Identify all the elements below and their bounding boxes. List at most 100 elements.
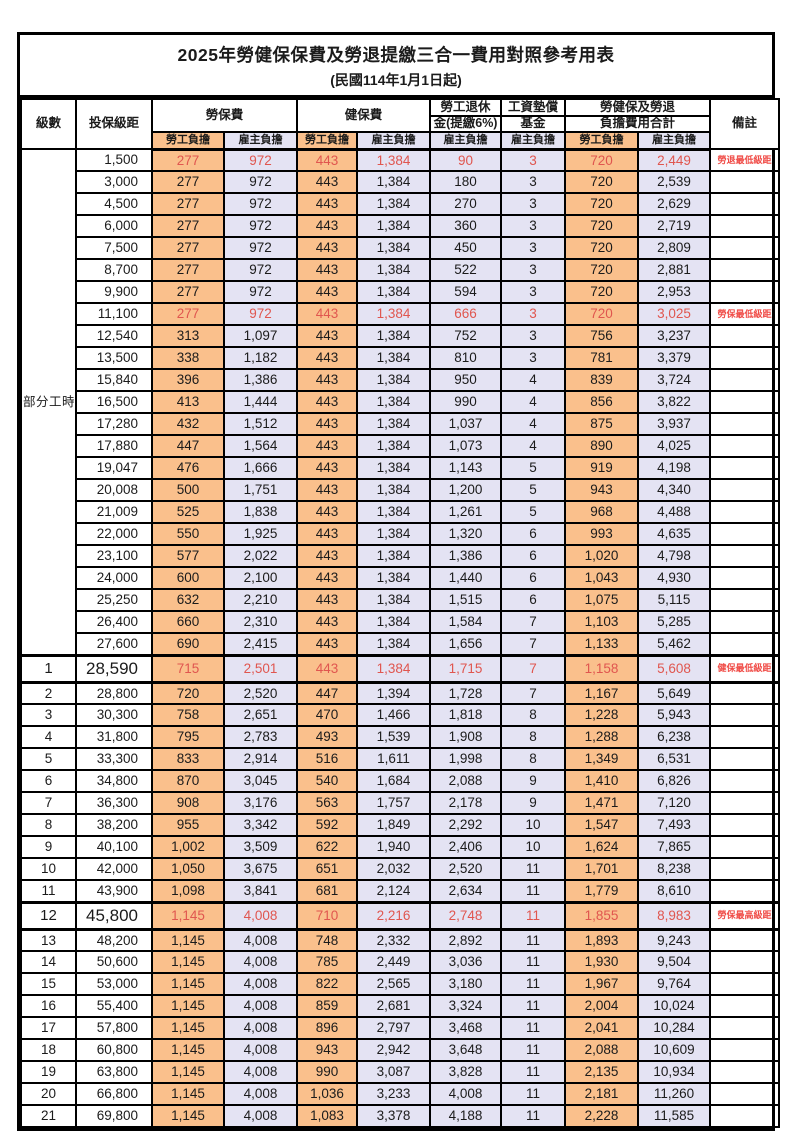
cell-value: 810 bbox=[429, 346, 503, 370]
cell-note bbox=[709, 835, 781, 859]
cell-value: 6,531 bbox=[637, 747, 712, 771]
cell-value: 1,384 bbox=[356, 632, 432, 656]
cell-value: 4,008 bbox=[222, 1016, 299, 1040]
cell-value: 277 bbox=[151, 236, 225, 260]
cell-value: 833 bbox=[151, 747, 225, 771]
cell-value: 1,684 bbox=[356, 769, 432, 793]
cell-value: 990 bbox=[296, 1060, 359, 1084]
cell-value: 8,238 bbox=[637, 857, 712, 881]
cell-value: 993 bbox=[564, 522, 640, 546]
table-row: 部分工時 1,500 277 972 443 1,384 90 3 720 2,449 勞退最低級距 bbox=[20, 148, 781, 656]
table-row: 5 33,300 833 2,914 516 1,611 1,998 8 1,349 6,531 bbox=[20, 747, 781, 771]
cell-value: 1,228 bbox=[564, 703, 640, 727]
cell-value: 277 bbox=[151, 214, 225, 238]
table-row: 4 31,800 795 2,783 493 1,539 1,908 8 1,288 6,238 bbox=[20, 725, 781, 749]
cell-value: 1,384 bbox=[356, 302, 432, 326]
cell-value: 3 bbox=[500, 214, 567, 238]
cell-level: 19 bbox=[20, 1060, 77, 1084]
cell-value: 1,893 bbox=[564, 928, 640, 952]
cell-bracket: 16,500 bbox=[75, 390, 153, 414]
cell-value: 2,415 bbox=[222, 632, 299, 656]
cell-level: 12 bbox=[20, 900, 77, 931]
cell-value: 1,930 bbox=[564, 950, 640, 974]
cell-note bbox=[709, 192, 781, 216]
cell-value: 1,967 bbox=[564, 972, 640, 996]
cell-value: 4,008 bbox=[222, 900, 299, 931]
cell-value: 3,822 bbox=[637, 390, 712, 414]
cell-value: 3,509 bbox=[222, 835, 299, 859]
cell-value: 11 bbox=[500, 1104, 567, 1128]
cell-bracket: 6,000 bbox=[75, 214, 153, 238]
cell-value: 968 bbox=[564, 500, 640, 524]
cell-value: 1,037 bbox=[429, 412, 503, 436]
cell-level: 21 bbox=[20, 1104, 77, 1128]
cell-value: 4 bbox=[500, 412, 567, 436]
cell-value: 660 bbox=[151, 610, 225, 634]
cell-value: 6,826 bbox=[637, 769, 712, 793]
cell-value: 5,943 bbox=[637, 703, 712, 727]
cell-bracket: 55,400 bbox=[75, 994, 153, 1018]
cell-value: 3 bbox=[500, 258, 567, 282]
cell-note bbox=[709, 258, 781, 282]
cell-value: 1,384 bbox=[356, 412, 432, 436]
cell-value: 5,608 bbox=[637, 653, 712, 684]
cell-level: 8 bbox=[20, 813, 77, 837]
cell-level: 11 bbox=[20, 879, 77, 903]
cell-note: 勞保最低級距 bbox=[709, 302, 781, 326]
cell-value: 2,100 bbox=[222, 566, 299, 590]
table-row: 10 42,000 1,050 3,675 651 2,032 2,520 11 1,701 8,… bbox=[20, 857, 781, 881]
cell-note bbox=[709, 1038, 781, 1062]
cell-bracket: 7,500 bbox=[75, 236, 153, 260]
cell-note bbox=[709, 994, 781, 1018]
cell-value: 2,124 bbox=[356, 879, 432, 903]
cell-value: 4,008 bbox=[222, 950, 299, 974]
cell-value: 896 bbox=[296, 1016, 359, 1040]
cell-value: 443 bbox=[296, 412, 359, 436]
cell-bracket: 42,000 bbox=[75, 857, 153, 881]
cell-value: 1,145 bbox=[151, 900, 225, 931]
cell-value: 450 bbox=[429, 236, 503, 260]
subheader-total-employer: 雇主負擔 bbox=[637, 131, 712, 151]
cell-value: 1,145 bbox=[151, 994, 225, 1018]
cell-value: 9 bbox=[500, 791, 567, 815]
cell-note bbox=[709, 544, 781, 568]
cell-value: 1,757 bbox=[356, 791, 432, 815]
cell-value: 1,855 bbox=[564, 900, 640, 931]
header-health-insurance: 健保費 bbox=[296, 98, 432, 133]
cell-level: 18 bbox=[20, 1038, 77, 1062]
cell-value: 1,320 bbox=[429, 522, 503, 546]
cell-bracket: 3,000 bbox=[75, 170, 153, 194]
cell-level: 5 bbox=[20, 747, 77, 771]
cell-value: 7 bbox=[500, 610, 567, 634]
cell-value: 3,648 bbox=[429, 1038, 503, 1062]
subheader-fund-employer: 雇主負擔 bbox=[500, 131, 567, 151]
page-subtitle: (民國114年1月1日起) bbox=[330, 72, 462, 88]
cell-value: 1,073 bbox=[429, 434, 503, 458]
header-wage-fund-line1: 工資墊償 bbox=[500, 98, 567, 117]
cell-bracket: 21,009 bbox=[75, 500, 153, 524]
cell-value: 972 bbox=[222, 258, 299, 282]
table-header: 級數 投保級距 勞保費 健保費 勞工退休 工資墊償 勞健保及勞退 備註 金(提繳… bbox=[20, 98, 781, 151]
cell-value: 9,243 bbox=[637, 928, 712, 952]
cell-value: 972 bbox=[222, 192, 299, 216]
cell-value: 2,953 bbox=[637, 280, 712, 304]
table-row: 19 63,800 1,145 4,008 990 3,087 3,828 11 2,135 10… bbox=[20, 1060, 781, 1084]
cell-value: 1,145 bbox=[151, 1104, 225, 1128]
cell-value: 443 bbox=[296, 632, 359, 656]
cell-value: 632 bbox=[151, 588, 225, 612]
cell-note bbox=[709, 769, 781, 793]
cell-value: 1,384 bbox=[356, 192, 432, 216]
cell-value: 443 bbox=[296, 544, 359, 568]
cell-value: 443 bbox=[296, 258, 359, 282]
table-row: 9 40,100 1,002 3,509 622 1,940 2,406 10 1,624 7,8… bbox=[20, 835, 781, 859]
cell-value: 1,384 bbox=[356, 544, 432, 568]
cell-value: 822 bbox=[296, 972, 359, 996]
cell-level: 6 bbox=[20, 769, 77, 793]
cell-value: 5 bbox=[500, 500, 567, 524]
cell-value: 10,609 bbox=[637, 1038, 712, 1062]
cell-value: 443 bbox=[296, 610, 359, 634]
header-bracket: 投保級距 bbox=[75, 98, 153, 150]
cell-value: 2,181 bbox=[564, 1082, 640, 1106]
cell-value: 270 bbox=[429, 192, 503, 216]
cell-bracket: 33,300 bbox=[75, 747, 153, 771]
